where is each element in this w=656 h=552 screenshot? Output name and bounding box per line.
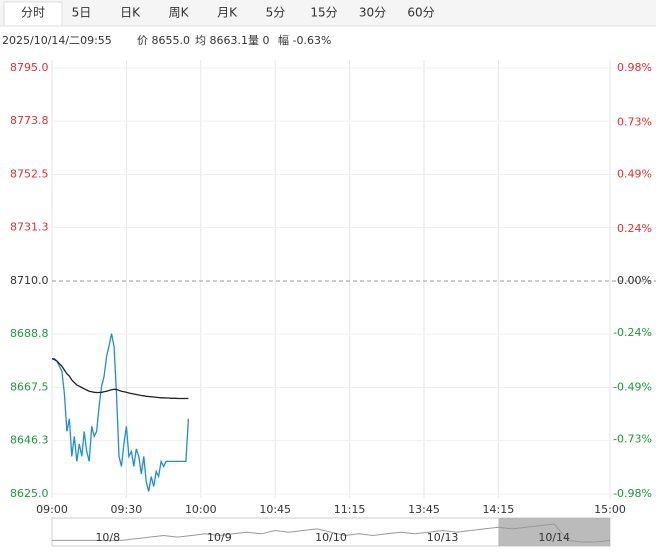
y-tick-label: 8752.5 xyxy=(10,168,49,181)
y2-tick-label: 0.49% xyxy=(617,168,652,181)
active-tab xyxy=(3,1,63,27)
tab[interactable]: 5日 xyxy=(72,6,92,20)
y-tick-label: 8710.0 xyxy=(10,274,49,287)
navigator-label: 10/9 xyxy=(207,531,232,544)
x-tick-label: 11:15 xyxy=(334,503,366,516)
y-tick-label: 8688.8 xyxy=(10,327,49,340)
info-item: 幅 -0.63% xyxy=(278,34,331,47)
y2-tick-label: -0.24% xyxy=(613,326,652,339)
navigator-line xyxy=(52,523,611,543)
x-tick-label: 10:45 xyxy=(259,503,291,516)
y2-tick-label: -0.73% xyxy=(613,433,652,446)
tab[interactable]: 15分 xyxy=(310,6,337,20)
y2-tick-label: -0.49% xyxy=(613,381,652,394)
y-tick-label: 8773.8 xyxy=(10,114,49,127)
tab[interactable]: 30分 xyxy=(359,6,386,20)
info-item: 均 8663.1 xyxy=(195,34,248,47)
x-tick-label: 09:30 xyxy=(111,503,143,516)
tab[interactable]: 周K xyxy=(169,6,190,20)
tab-bar xyxy=(0,0,656,26)
tab[interactable]: 60分 xyxy=(407,6,434,20)
tab[interactable]: 5分 xyxy=(266,6,286,20)
info-item: 量 0 xyxy=(248,34,270,47)
tab[interactable]: 日K xyxy=(120,6,141,20)
y-tick-label: 8625.0 xyxy=(10,487,49,500)
tab[interactable]: 月K xyxy=(217,6,238,20)
info-item: 价 8655.0 xyxy=(137,34,190,47)
y-tick-label: 8646.3 xyxy=(10,434,49,447)
y2-tick-label: 0.73% xyxy=(617,115,652,128)
x-tick-label: 09:00 xyxy=(36,503,68,516)
series-line xyxy=(51,358,189,400)
y-tick-label: 8795.0 xyxy=(10,61,49,74)
x-tick-label: 15:00 xyxy=(594,503,626,516)
y2-tick-label: 0.24% xyxy=(617,222,652,235)
y2-tick-label: -0.98% xyxy=(613,487,652,500)
navigator-window xyxy=(498,518,610,546)
x-tick-label: 13:45 xyxy=(408,503,440,516)
x-tick-label: 10:00 xyxy=(185,503,217,516)
series-line xyxy=(52,333,190,492)
tab[interactable]: 分时 xyxy=(21,6,45,20)
navigator-label: 10/10 xyxy=(315,531,347,544)
y2-tick-label: 0.00% xyxy=(617,274,652,287)
y-tick-label: 8667.5 xyxy=(10,381,49,394)
navigator-label: 10/8 xyxy=(95,531,120,544)
navigator-label: 10/13 xyxy=(427,531,459,544)
navigator-label: 10/14 xyxy=(538,531,570,544)
info-item: 2025/10/14/二09:55 xyxy=(2,34,112,47)
x-tick-label: 14:15 xyxy=(483,503,515,516)
y-tick-label: 8731.3 xyxy=(10,221,49,234)
y2-tick-label: 0.98% xyxy=(617,61,652,74)
